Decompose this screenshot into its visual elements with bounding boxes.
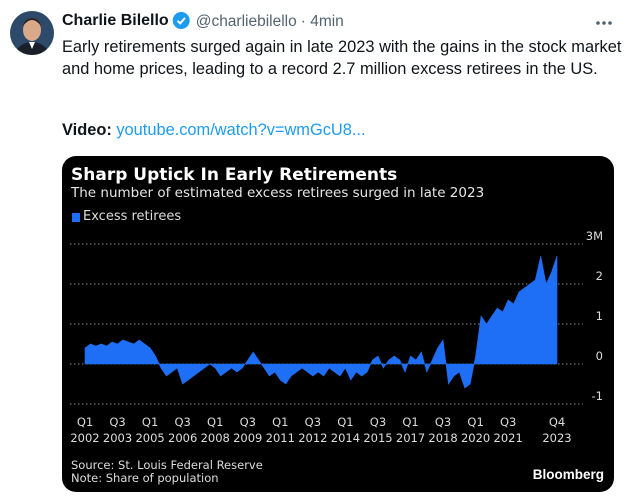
- x-tick-label: Q1 2002: [70, 415, 100, 445]
- timestamp[interactable]: · 4min: [300, 13, 344, 30]
- chart-subtitle: The number of estimated excess retirees …: [71, 185, 485, 201]
- author-name[interactable]: Charlie Bilello: [62, 12, 169, 29]
- avatar[interactable]: [10, 11, 54, 58]
- x-tick-label: Q3 2012: [298, 415, 328, 445]
- author-handle[interactable]: @charliebilello: [195, 13, 297, 30]
- x-tick-label: Q1 2005: [135, 415, 165, 445]
- legend-entry: Excess retirees: [83, 209, 182, 224]
- x-tick-label: Q1 2008: [200, 415, 230, 445]
- legend-swatch: [72, 213, 80, 222]
- y-tick-label: 1: [595, 309, 603, 323]
- note: Note: Share of population: [71, 471, 219, 485]
- more-menu[interactable]: [596, 21, 612, 25]
- tweet-icons: [10, 11, 612, 58]
- y-tick-label: 0: [595, 349, 603, 363]
- x-tick-label: Q3 2006: [168, 415, 198, 445]
- y-tick-label: 2: [595, 269, 603, 283]
- source: Source: St. Louis Federal Reserve: [71, 458, 263, 472]
- x-tick-label: Q1 2020: [460, 415, 491, 445]
- x-tick-label: Q3 2015: [363, 415, 393, 445]
- tweet-text: Early retirements surged again in late 2…: [62, 38, 622, 78]
- x-tick-label: Q3 2018: [428, 415, 458, 445]
- x-tick-label: Q1 2014: [330, 415, 361, 445]
- x-tick-label: Q3 2021: [493, 415, 523, 445]
- x-tick-label: Q3 2003: [102, 415, 133, 445]
- brand: Bloomberg: [532, 467, 604, 482]
- chart-card[interactable]: Sharp Uptick In Early Retirements The nu…: [62, 156, 614, 492]
- video-link[interactable]: youtube.com/watch?v=wmGcU8...: [116, 121, 366, 139]
- video-label: Video:: [62, 121, 112, 139]
- x-tick-label: Q1 2011: [265, 415, 295, 445]
- y-tick-label: 3M: [585, 229, 603, 243]
- chart: [70, 213, 583, 405]
- verified-badge: [172, 12, 190, 29]
- video-line: Video: youtube.com/watch?v=wmGcU8...: [62, 121, 366, 140]
- area: [84, 255, 558, 389]
- x-tick-label: Q1 2017: [395, 415, 426, 445]
- x-tick-label: Q3 2009: [233, 415, 263, 445]
- chart-title: Sharp Uptick In Early Retirements: [71, 165, 398, 185]
- y-tick-label: -1: [591, 389, 603, 403]
- x-tick-label: Q4 2023: [542, 415, 572, 445]
